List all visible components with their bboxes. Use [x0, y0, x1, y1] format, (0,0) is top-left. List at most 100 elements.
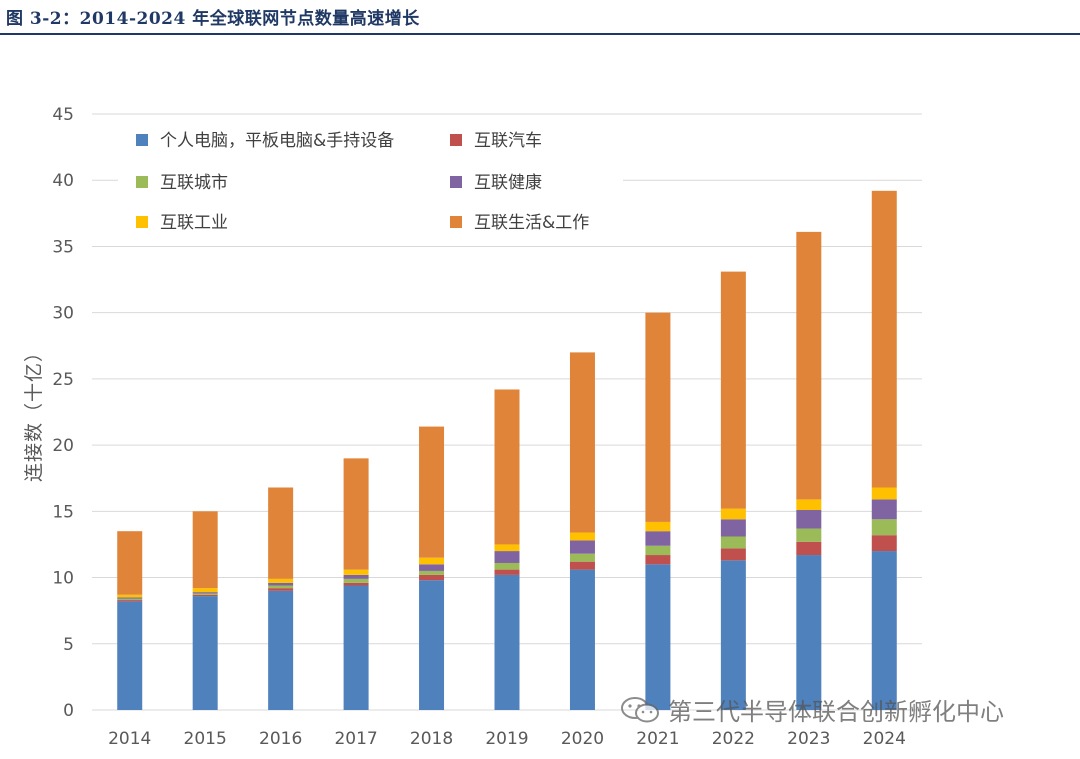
title-divider	[0, 33, 1080, 35]
x-tick-label: 2022	[712, 729, 755, 749]
bar-segment	[720, 271, 746, 509]
wechat-icon	[621, 696, 659, 722]
bar-segment	[720, 560, 746, 710]
bar-segment	[494, 389, 520, 545]
bar-segment	[645, 545, 671, 556]
bar-segment	[117, 594, 143, 598]
bar-segment	[569, 352, 595, 533]
bar-segment	[720, 536, 746, 549]
bar-segment	[343, 578, 369, 583]
y-tick-label: 15	[52, 502, 74, 522]
legend-swatch	[136, 216, 148, 228]
legend-background	[118, 121, 623, 245]
bar-segment	[419, 574, 445, 581]
bar-segment	[871, 535, 897, 552]
x-tick-label: 2019	[485, 729, 528, 749]
y-tick-label: 35	[52, 237, 74, 257]
bar-segment	[117, 598, 143, 601]
y-tick-label: 45	[52, 105, 74, 125]
bar-segment	[569, 569, 595, 710]
x-tick-label: 2020	[561, 729, 604, 749]
legend-swatch	[450, 216, 462, 228]
bar-segment	[192, 588, 218, 593]
y-tick-labels: 0 5 10 15 20 25 30 35 40 45	[52, 105, 74, 721]
bar-segment	[569, 532, 595, 541]
bar-segment	[343, 574, 369, 579]
legend-swatch	[450, 134, 462, 146]
bar-segment	[343, 569, 369, 575]
legend-swatch	[136, 176, 148, 188]
legend-label: 互联汽车	[474, 131, 542, 151]
watermark: 第三代半导体联合创新孵化中心	[620, 692, 1004, 727]
x-tick-labels: 2014 2015 2016 2017 2018 2019 2020 2021 2022 2023…	[108, 729, 906, 749]
legend-label: 互联健康	[474, 173, 542, 193]
bar-segment	[871, 499, 897, 520]
x-tick-label: 2017	[334, 729, 377, 749]
bar-segment	[494, 544, 520, 552]
bar-segment	[192, 592, 218, 594]
bar-segment	[117, 531, 143, 595]
bar-segment	[494, 551, 520, 563]
x-tick-label: 2014	[108, 729, 151, 749]
bar-segment	[343, 582, 369, 586]
x-tick-label: 2021	[636, 729, 679, 749]
y-tick-label: 20	[52, 436, 74, 456]
bar-segment	[192, 511, 218, 589]
bar-segment	[419, 557, 445, 565]
y-tick-label: 30	[52, 304, 74, 324]
bar-segment	[796, 510, 822, 529]
x-tick-label: 2015	[184, 729, 227, 749]
figure-title: 图 3-2：2014-2024 年全球联网节点数量高速增长	[6, 9, 420, 29]
bar-segment	[268, 585, 294, 589]
bar-segment	[117, 597, 143, 599]
bar-segment	[494, 569, 520, 575]
y-axis-label: 连接数（十亿）	[23, 342, 45, 482]
bar-segment	[494, 562, 520, 570]
bar-segment	[871, 190, 897, 488]
bar-segment	[645, 564, 671, 710]
bar-segment	[343, 585, 369, 710]
bar-segment	[569, 561, 595, 570]
bar-segment	[268, 588, 294, 591]
y-tick-label: 0	[63, 701, 74, 721]
bar-segment	[645, 531, 671, 546]
y-tick-label: 10	[52, 569, 74, 589]
x-tick-label: 2016	[259, 729, 302, 749]
watermark-text: 第三代半导体联合创新孵化中心	[668, 698, 1004, 726]
bar-segment	[796, 541, 822, 556]
bar-segment	[796, 231, 822, 500]
bar-segment	[268, 590, 294, 710]
bar-segment	[720, 519, 746, 537]
bar-segment	[494, 574, 520, 710]
bar-segment	[796, 555, 822, 710]
bar-segment	[645, 555, 671, 565]
y-tick-label: 40	[52, 171, 74, 191]
bar-segment	[419, 570, 445, 575]
bar-segment	[192, 596, 218, 710]
bar-segment	[569, 540, 595, 554]
bar-segment	[645, 521, 671, 532]
bar-segment	[720, 508, 746, 520]
bar-segment	[645, 312, 671, 522]
y-tick-label: 25	[52, 370, 74, 390]
bar-segment	[268, 487, 294, 579]
bar-segment	[192, 593, 218, 595]
bar-segment	[268, 578, 294, 583]
bar-segment	[192, 594, 218, 597]
bar-segment	[871, 519, 897, 536]
legend-label: 互联城市	[160, 173, 228, 193]
legend-label: 互联工业	[160, 213, 228, 233]
bar-segment	[117, 600, 143, 602]
bar-segment	[343, 458, 369, 570]
bar-segment	[419, 580, 445, 710]
bar-segment	[720, 548, 746, 561]
bar-segment	[796, 499, 822, 511]
x-tick-label: 2023	[787, 729, 830, 749]
x-tick-label: 2018	[410, 729, 453, 749]
bar-segment	[871, 551, 897, 710]
legend-label: 个人电脑，平板电脑&手持设备	[160, 131, 394, 151]
bar-segment	[871, 487, 897, 500]
bar-segment	[419, 564, 445, 571]
